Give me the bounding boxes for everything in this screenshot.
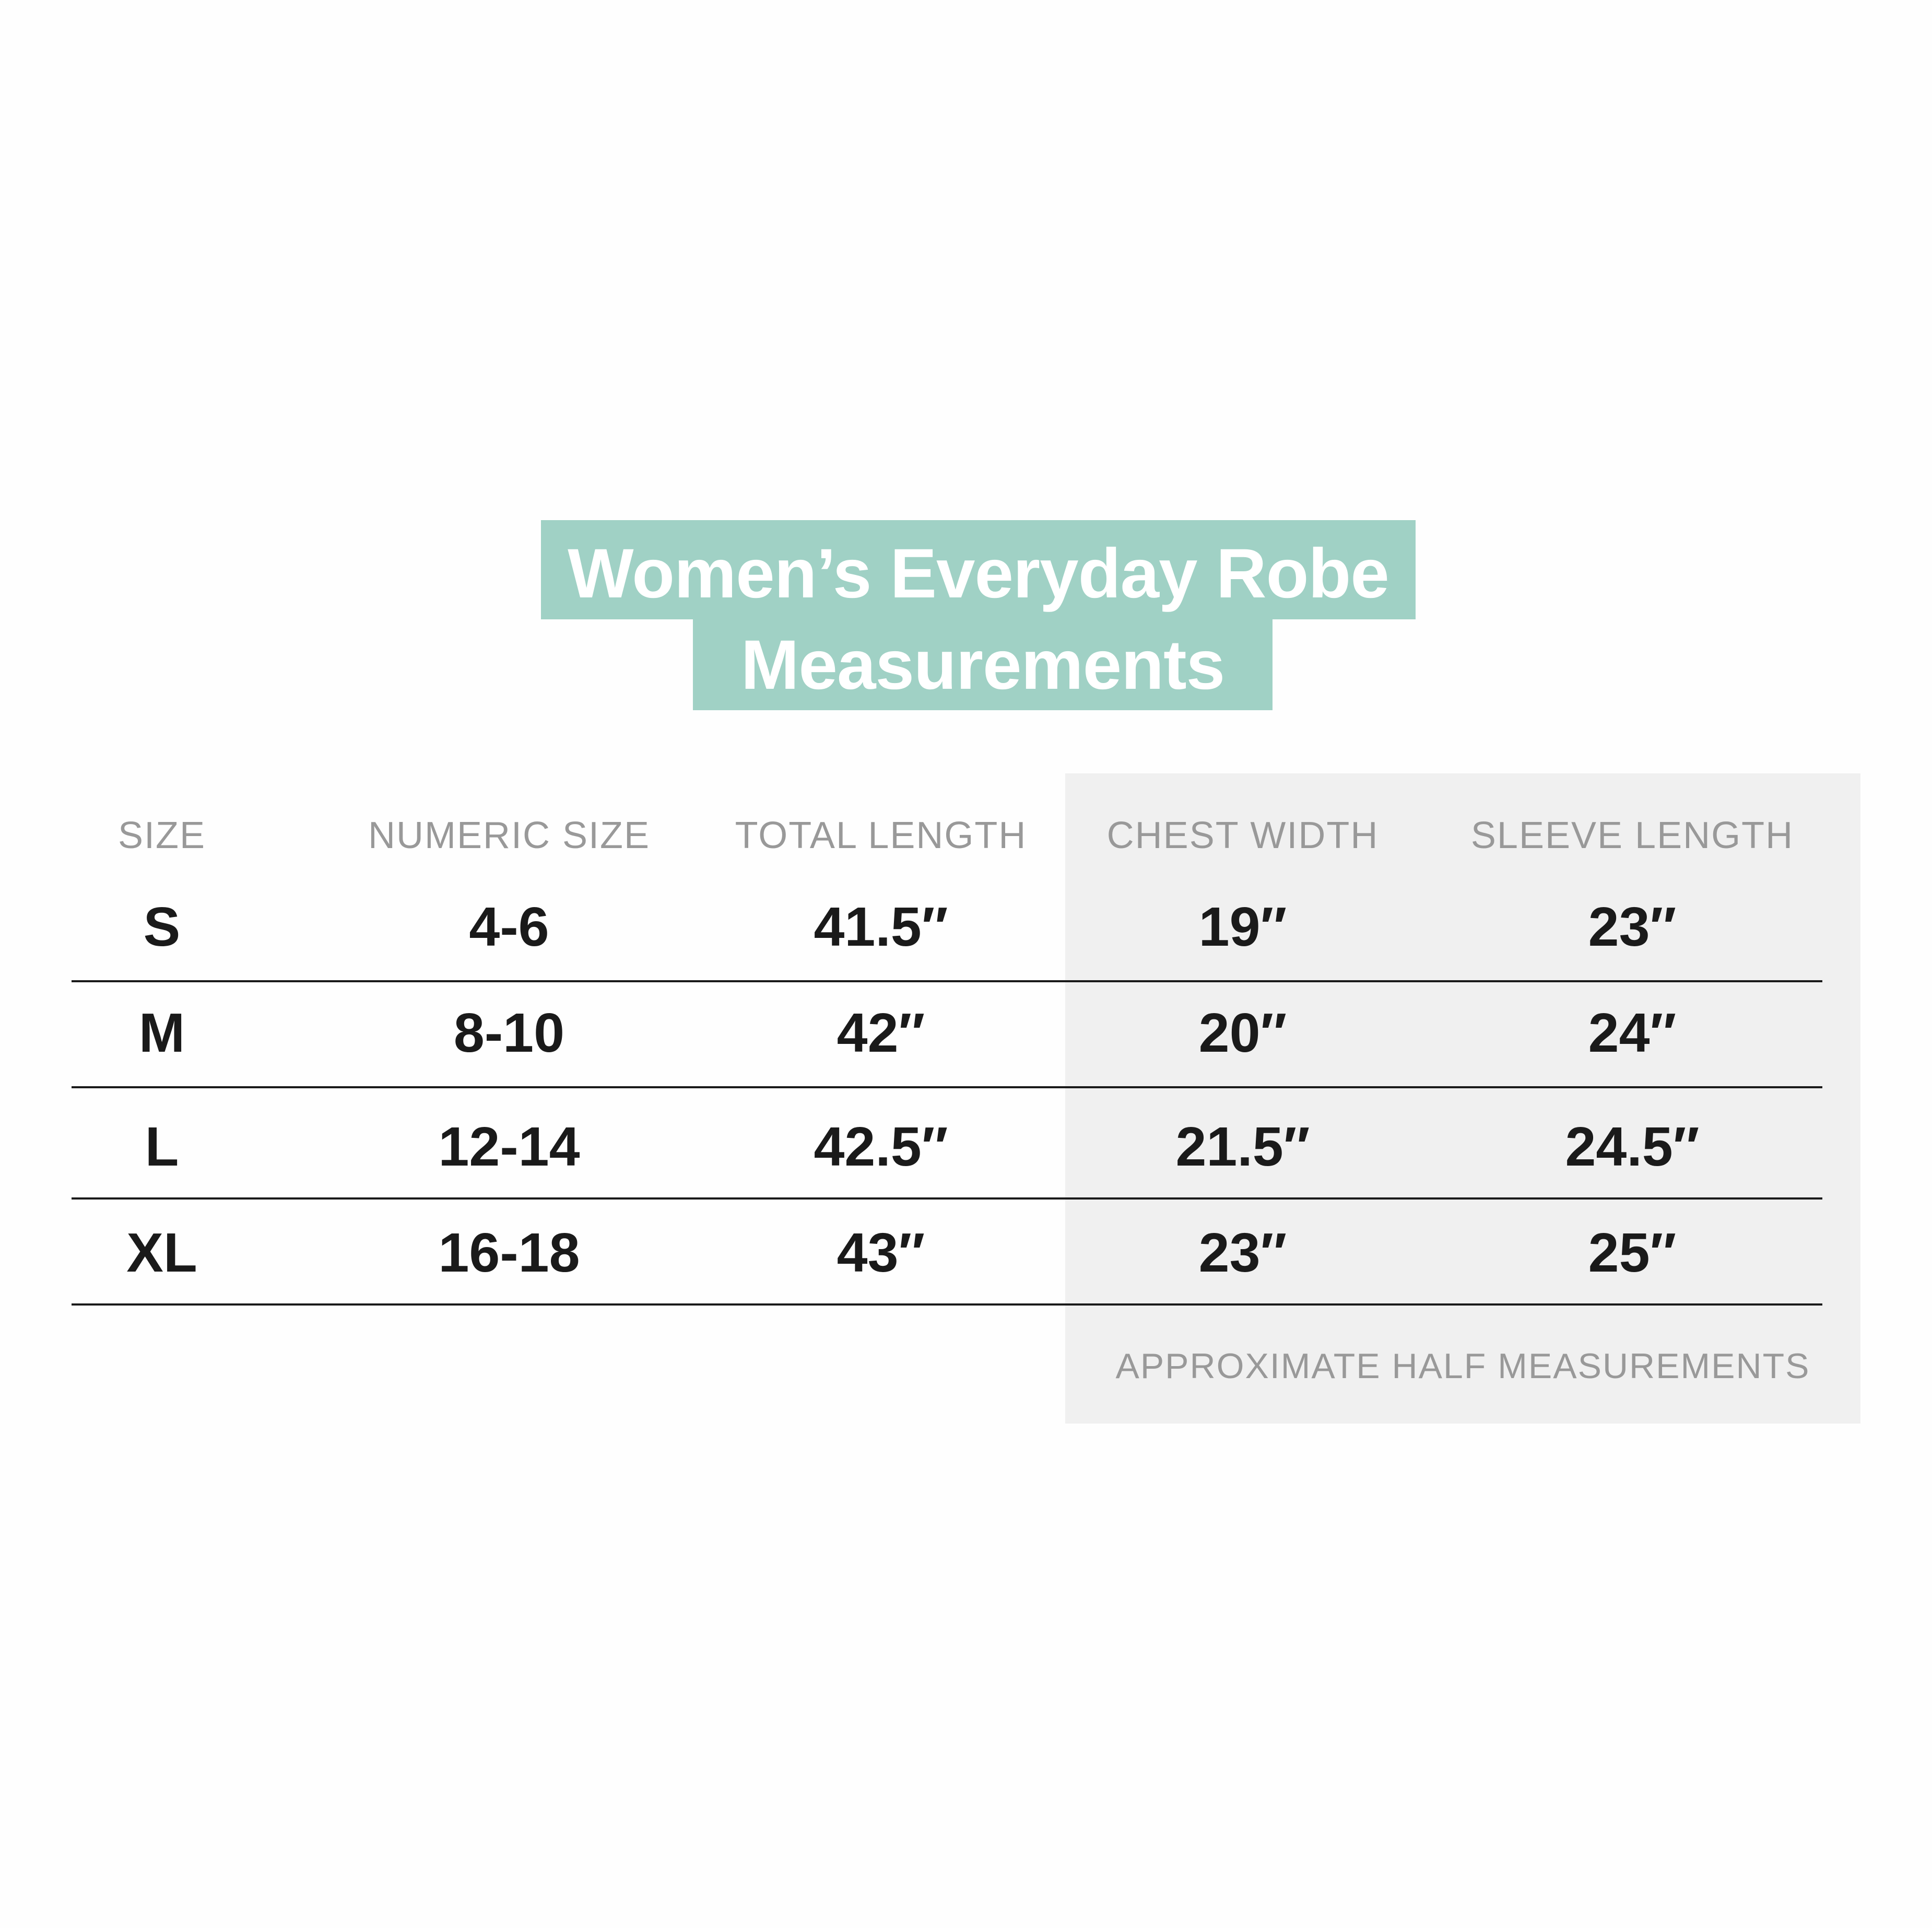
cell-sleeve-length: 24″ — [1588, 1002, 1677, 1064]
cell-chest-width: 21.5″ — [1175, 1116, 1310, 1178]
cell-sleeve-length: 24.5″ — [1565, 1116, 1700, 1178]
row-divider — [72, 1197, 1822, 1200]
cell-sleeve-length: 25″ — [1588, 1222, 1677, 1284]
cell-total-length: 41.5″ — [814, 896, 948, 958]
title-line1: Women’s Everyday Robe — [568, 535, 1389, 613]
cell-size: S — [143, 896, 181, 958]
header-chest-width: CHEST WIDTH — [1106, 815, 1379, 856]
half-measurements-note: APPROXIMATE HALF MEASUREMENTS — [1115, 1346, 1810, 1386]
cell-total-length: 42″ — [837, 1002, 925, 1064]
title-line2: Measurements — [740, 626, 1225, 704]
cell-numeric-size: 16-18 — [438, 1222, 580, 1284]
cell-chest-width: 19″ — [1198, 896, 1287, 958]
row-divider — [72, 1086, 1822, 1088]
title-box-line2: Measurements — [693, 619, 1273, 710]
cell-sleeve-length: 23″ — [1588, 896, 1677, 958]
header-sleeve-length: SLEEVE LENGTH — [1470, 815, 1794, 856]
cell-size: XL — [126, 1222, 197, 1284]
header-numeric-size: NUMERIC SIZE — [368, 815, 651, 856]
cell-numeric-size: 4-6 — [469, 896, 549, 958]
cell-size: M — [138, 1002, 185, 1064]
row-divider — [72, 980, 1822, 982]
half-measurements-panel — [1065, 773, 1860, 1424]
cell-chest-width: 20″ — [1198, 1002, 1287, 1064]
cell-total-length: 42.5″ — [814, 1116, 948, 1178]
cell-numeric-size: 8-10 — [453, 1002, 565, 1064]
cell-size: L — [145, 1116, 179, 1178]
cell-chest-width: 23″ — [1198, 1222, 1287, 1284]
header-total-length: TOTAL LENGTH — [735, 815, 1027, 856]
header-size: SIZE — [117, 815, 206, 856]
cell-numeric-size: 12-14 — [438, 1116, 580, 1178]
cell-total-length: 43″ — [837, 1222, 925, 1284]
title-box-line1: Women’s Everyday Robe — [541, 520, 1416, 619]
row-divider — [72, 1303, 1822, 1306]
